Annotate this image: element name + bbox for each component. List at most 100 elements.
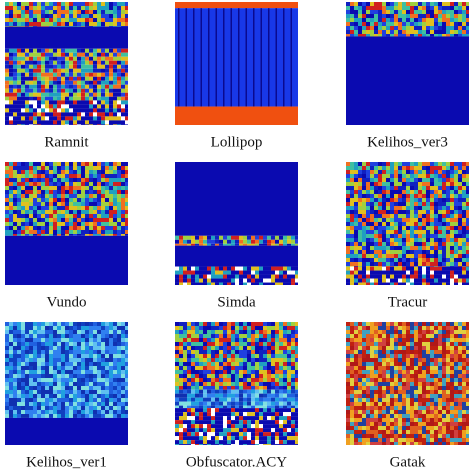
image-pixel bbox=[117, 80, 121, 85]
image-pixel bbox=[13, 190, 17, 194]
image-pixel bbox=[17, 226, 21, 230]
image-pixel bbox=[199, 270, 203, 275]
image-pixel bbox=[251, 389, 255, 394]
image-pixel bbox=[85, 56, 89, 61]
image-pixel bbox=[422, 222, 426, 226]
image-pixel bbox=[390, 234, 394, 238]
image-pixel bbox=[175, 440, 179, 445]
image-pixel bbox=[386, 266, 390, 271]
image-pixel bbox=[65, 22, 69, 26]
image-pixel bbox=[45, 218, 49, 222]
image-pixel bbox=[117, 386, 121, 390]
image-pixel bbox=[454, 242, 458, 246]
image-pixel bbox=[53, 414, 57, 418]
image-pixel bbox=[89, 390, 93, 394]
image-pixel bbox=[442, 270, 446, 275]
image-pixel bbox=[125, 222, 128, 226]
image-pixel bbox=[9, 56, 13, 61]
image-pixel bbox=[247, 416, 251, 421]
image-pixel bbox=[65, 72, 69, 77]
image-pixel bbox=[267, 440, 271, 445]
image-pixel bbox=[207, 420, 211, 425]
image-pixel bbox=[231, 382, 235, 386]
image-pixel bbox=[175, 354, 179, 358]
image-pixel bbox=[53, 358, 57, 362]
image-pixel bbox=[374, 258, 378, 262]
image-pixel bbox=[57, 234, 61, 236]
image-pixel bbox=[187, 428, 191, 433]
image-pixel bbox=[93, 174, 97, 178]
image-pixel bbox=[382, 214, 386, 218]
image-pixel bbox=[295, 405, 298, 409]
image-pixel bbox=[29, 56, 33, 61]
image-pixel bbox=[378, 346, 382, 350]
image-pixel bbox=[117, 22, 121, 26]
image-pixel bbox=[418, 218, 422, 222]
image-pixel bbox=[199, 436, 203, 441]
image-pixel bbox=[113, 104, 117, 109]
image-pixel bbox=[406, 354, 410, 358]
image-pixel bbox=[37, 170, 41, 174]
image-pixel bbox=[414, 262, 418, 266]
image-pixel bbox=[458, 250, 462, 254]
image-pixel bbox=[13, 386, 17, 390]
image-pixel bbox=[247, 424, 251, 429]
image-pixel bbox=[374, 26, 378, 30]
image-pixel bbox=[231, 239, 235, 244]
image-pixel bbox=[295, 334, 298, 338]
image-pixel bbox=[362, 234, 366, 238]
image-pixel bbox=[37, 18, 41, 22]
image-pixel bbox=[227, 270, 231, 275]
image-pixel bbox=[402, 250, 406, 254]
image-pixel bbox=[57, 386, 61, 390]
image-pixel bbox=[25, 10, 29, 14]
image-pixel bbox=[283, 374, 287, 378]
image-pixel bbox=[438, 274, 442, 279]
image-pixel bbox=[454, 218, 458, 222]
image-pixel bbox=[410, 22, 414, 26]
image-pixel bbox=[81, 56, 85, 61]
image-pixel bbox=[69, 108, 73, 113]
image-pixel bbox=[275, 440, 279, 445]
image-pixel bbox=[235, 408, 239, 413]
image-pixel bbox=[207, 270, 211, 275]
image-pixel bbox=[89, 14, 93, 18]
image-pixel bbox=[462, 238, 466, 242]
image-pixel bbox=[350, 34, 354, 37]
image-stripe bbox=[260, 8, 262, 107]
image-pixel bbox=[251, 350, 255, 354]
image-pixel bbox=[57, 198, 61, 202]
image-pixel bbox=[410, 182, 414, 186]
image-pixel bbox=[442, 30, 446, 34]
image-pixel bbox=[21, 72, 25, 77]
image-pixel bbox=[37, 64, 41, 69]
image-pixel bbox=[231, 243, 235, 246]
image-pixel bbox=[113, 350, 117, 354]
image-pixel bbox=[53, 326, 57, 330]
image-pixel bbox=[121, 226, 125, 230]
image-pixel bbox=[410, 210, 414, 214]
image-pixel bbox=[101, 22, 105, 26]
image-pixel bbox=[259, 374, 263, 378]
image-pixel bbox=[291, 330, 295, 334]
image-pixel bbox=[271, 243, 275, 246]
image-pixel bbox=[350, 222, 354, 226]
image-pixel bbox=[414, 34, 418, 37]
image-pixel bbox=[454, 14, 458, 18]
image-pixel bbox=[406, 170, 410, 174]
image-pixel bbox=[69, 342, 73, 346]
image-pixel bbox=[125, 64, 128, 69]
image-pixel bbox=[85, 378, 89, 382]
image-pixel bbox=[442, 254, 446, 258]
image-pixel bbox=[9, 104, 13, 109]
image-pixel bbox=[251, 436, 255, 441]
image-pixel bbox=[287, 401, 291, 406]
image-pixel bbox=[97, 96, 101, 101]
image-pixel bbox=[191, 358, 195, 362]
image-pixel bbox=[117, 52, 121, 57]
image-pixel bbox=[105, 124, 109, 125]
image-pixel bbox=[121, 374, 125, 378]
image-pixel bbox=[366, 198, 370, 202]
image-pixel bbox=[69, 100, 73, 105]
image-pixel bbox=[65, 222, 69, 226]
